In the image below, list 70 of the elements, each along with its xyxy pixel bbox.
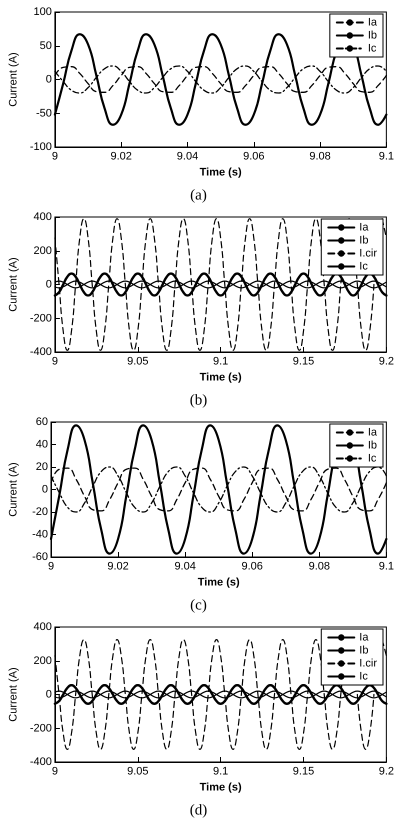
x-tick-label: 9.08 xyxy=(309,150,331,162)
y-tick-label: -400 xyxy=(30,346,52,358)
y-axis-title: Current (A) xyxy=(8,667,20,722)
y-tick-label: -400 xyxy=(30,756,52,768)
y-tick-label: 60 xyxy=(36,416,48,428)
y-tick-label: 0 xyxy=(46,278,52,290)
y-tick-label: -100 xyxy=(30,141,52,153)
x-tick-label: 9.15 xyxy=(292,356,314,368)
x-tick-label: 9.1 xyxy=(378,150,394,162)
text: (d) xyxy=(190,802,208,818)
x-axis-title: Time (s) xyxy=(198,576,240,588)
y-tick-label: 40 xyxy=(36,438,48,450)
y-tick-label: -40 xyxy=(32,528,48,540)
x-tick-label: 9.2 xyxy=(378,356,394,368)
y-tick-label: 0 xyxy=(46,74,52,86)
x-tick-label: 9.02 xyxy=(110,150,132,162)
x-tick-label: 9.04 xyxy=(176,150,198,162)
legend-label: Ic xyxy=(368,42,377,54)
legend-label: Ib xyxy=(368,30,378,42)
y-axis-title: Current (A) xyxy=(8,52,20,107)
y-tick-label: -50 xyxy=(36,107,52,120)
text: (a) xyxy=(190,188,207,204)
legend-label: Ib xyxy=(368,440,378,452)
x-tick-label: 9.04 xyxy=(174,560,196,572)
y-tick-label: 50 xyxy=(40,40,52,52)
x-tick-label: 9.02 xyxy=(107,560,129,572)
x-tick-label: 9.08 xyxy=(308,560,330,572)
x-tick-label: 9.06 xyxy=(243,150,264,162)
y-tick-label: 200 xyxy=(34,244,52,257)
x-tick-label: 9 xyxy=(52,766,58,778)
x-tick-label: 9.05 xyxy=(127,766,148,778)
x-tick-label: 9.05 xyxy=(127,356,148,368)
legend-label: Ib xyxy=(359,234,368,246)
legend-label: Ia xyxy=(368,16,378,28)
legend-label: Ia xyxy=(359,632,370,644)
y-axis-title: Current (A) xyxy=(8,257,20,312)
x-tick-label: 9.1 xyxy=(212,766,228,778)
y-tick-label: 0 xyxy=(42,484,48,496)
legend-label: Ic xyxy=(368,452,377,464)
y-tick-label: 400 xyxy=(34,211,52,223)
legend-label: Ib xyxy=(359,644,368,656)
x-axis-title: Time (s) xyxy=(200,371,242,384)
x-tick-label: 9 xyxy=(52,356,58,368)
y-tick-label: -200 xyxy=(30,312,52,324)
x-tick-label: 9 xyxy=(48,560,54,572)
y-tick-label: 400 xyxy=(34,621,52,633)
x-tick-label: 9.06 xyxy=(242,560,263,572)
x-axis-title: Time (s) xyxy=(200,781,242,794)
y-tick-label: 20 xyxy=(36,461,48,473)
x-tick-label: 9.2 xyxy=(378,766,394,778)
text: (b) xyxy=(190,392,208,408)
y-tick-label: 200 xyxy=(34,654,52,667)
legend-label: I.cir xyxy=(359,658,378,670)
legend-label: Ia xyxy=(359,222,370,234)
y-tick-label: -200 xyxy=(30,722,52,734)
legend-label: I.cir xyxy=(359,248,378,260)
x-tick-label: 9.1 xyxy=(378,560,394,572)
legend-label: Ic xyxy=(359,260,368,272)
y-axis-title: Current (A) xyxy=(8,462,20,517)
x-tick-label: 9.15 xyxy=(292,766,314,778)
x-tick-label: 9.1 xyxy=(212,356,228,368)
legend-label: Ia xyxy=(368,426,378,438)
text: (c) xyxy=(190,598,207,614)
x-axis-title: Time (s) xyxy=(200,166,242,178)
legend-label: Ic xyxy=(359,670,368,682)
y-tick-label: -60 xyxy=(32,551,48,563)
y-tick-label: 0 xyxy=(46,688,52,700)
x-tick-label: 9 xyxy=(52,150,58,162)
y-tick-label: -20 xyxy=(32,506,48,518)
y-tick-label: 100 xyxy=(34,6,52,18)
